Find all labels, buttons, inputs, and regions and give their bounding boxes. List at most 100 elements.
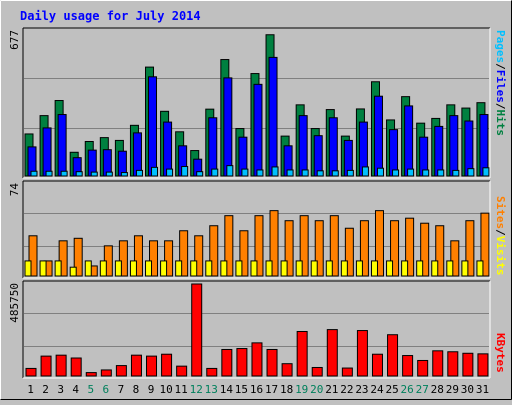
day-label: 21 bbox=[325, 383, 338, 396]
visits-bar bbox=[133, 235, 143, 277]
pages-bar bbox=[286, 169, 294, 177]
kbytes-bar bbox=[70, 357, 82, 377]
kbytes-bar bbox=[206, 367, 218, 377]
kbytes-bar bbox=[146, 355, 158, 377]
visits-bar bbox=[435, 225, 445, 277]
pages-bar bbox=[166, 168, 174, 177]
pages-bar bbox=[135, 169, 143, 177]
day-label: 2 bbox=[42, 383, 49, 396]
pages-bar bbox=[452, 169, 460, 177]
files-bar bbox=[404, 105, 414, 177]
pages-bar bbox=[271, 166, 279, 177]
sites-bar bbox=[129, 260, 137, 277]
pages-bar bbox=[392, 169, 400, 177]
sites-bar bbox=[39, 260, 47, 277]
sites-bar bbox=[145, 260, 153, 277]
day-label: 3 bbox=[57, 383, 64, 396]
day-label: 5 bbox=[87, 383, 94, 396]
pages-bar bbox=[346, 169, 354, 177]
sites-bar bbox=[476, 260, 484, 277]
kbytes-bar bbox=[432, 350, 444, 377]
kbytes-bar bbox=[311, 366, 323, 377]
visits-bar bbox=[329, 215, 339, 277]
kbytes-bar bbox=[40, 355, 52, 377]
sites-bar bbox=[310, 260, 318, 277]
kbytes-bar bbox=[176, 365, 188, 377]
visits-panel-legend-visits: Visits bbox=[494, 236, 507, 276]
kbytes-bar bbox=[447, 351, 459, 377]
day-label: 11 bbox=[175, 383, 188, 396]
files-bar bbox=[464, 120, 474, 177]
visits-bar bbox=[390, 220, 400, 277]
sites-bar bbox=[205, 260, 213, 277]
sites-bar bbox=[24, 260, 32, 277]
visits-panel-ymax-label: 74 bbox=[8, 183, 21, 197]
visits-bar bbox=[28, 235, 38, 277]
hits-panel-legend-files: Files bbox=[494, 70, 507, 103]
visits-bar bbox=[405, 217, 415, 277]
kbytes-bar bbox=[115, 365, 127, 377]
sites-bar bbox=[190, 260, 198, 277]
sites-bar bbox=[54, 260, 62, 277]
pages-bar bbox=[256, 169, 264, 177]
visits-bar bbox=[58, 240, 68, 277]
files-bar bbox=[253, 83, 263, 177]
day-label: 6 bbox=[103, 383, 110, 396]
files-bar bbox=[132, 132, 142, 177]
kbytes-bar bbox=[477, 353, 489, 377]
visits-bar bbox=[224, 215, 234, 277]
visits-bar bbox=[420, 222, 430, 277]
day-label: 29 bbox=[446, 383, 459, 396]
pages-bar bbox=[30, 170, 38, 177]
day-label: 27 bbox=[416, 383, 429, 396]
kbytes-bar bbox=[161, 353, 173, 377]
sites-bar bbox=[461, 260, 469, 277]
day-label: 15 bbox=[235, 383, 248, 396]
files-bar bbox=[42, 127, 52, 177]
sites-bar bbox=[250, 260, 258, 277]
pages-bar bbox=[60, 170, 68, 177]
pages-bar bbox=[407, 168, 415, 177]
visits-bar bbox=[465, 220, 475, 277]
sites-bar bbox=[431, 260, 439, 277]
visits-bar bbox=[239, 230, 249, 277]
pages-bar bbox=[151, 166, 159, 177]
visits-bar bbox=[299, 215, 309, 277]
day-label: 4 bbox=[72, 383, 79, 396]
day-label: 25 bbox=[385, 383, 398, 396]
sites-bar bbox=[235, 260, 243, 277]
hits-panel-legend-pages: Pages bbox=[494, 30, 507, 63]
pages-bar bbox=[181, 166, 189, 177]
hits-panel-legend-separator: / bbox=[494, 63, 507, 70]
visits-bar bbox=[118, 240, 128, 277]
visits-bar bbox=[209, 225, 219, 277]
pages-bar bbox=[90, 171, 98, 177]
visits-sites-panel: 74 Sites/Visits bbox=[8, 180, 507, 279]
visits-bar bbox=[254, 215, 264, 277]
visits-bar bbox=[450, 240, 460, 277]
sites-bar bbox=[295, 260, 303, 277]
day-label: 23 bbox=[355, 383, 368, 396]
visits-bar bbox=[314, 220, 324, 277]
pages-bar bbox=[331, 170, 339, 177]
day-label: 22 bbox=[340, 383, 353, 396]
sites-bar bbox=[114, 260, 122, 277]
visits-bar bbox=[284, 220, 294, 277]
visits-bar bbox=[344, 227, 354, 277]
files-bar bbox=[373, 95, 383, 177]
pages-bar bbox=[422, 169, 430, 177]
day-label: 10 bbox=[159, 383, 172, 396]
day-label: 24 bbox=[370, 383, 384, 396]
day-label: 20 bbox=[310, 383, 323, 396]
pages-bar bbox=[105, 171, 113, 177]
kbytes-bar bbox=[55, 354, 67, 377]
sites-bar bbox=[280, 260, 288, 277]
day-label: 12 bbox=[190, 383, 203, 396]
sites-bar bbox=[446, 260, 454, 277]
kbytes-bar bbox=[236, 348, 248, 377]
kbytes-bar bbox=[251, 342, 263, 377]
kbytes-panel: 485750 KBytes bbox=[8, 280, 507, 379]
sites-bar bbox=[160, 260, 168, 277]
hits-panel-legend-separator: / bbox=[494, 103, 507, 110]
day-label: 28 bbox=[431, 383, 444, 396]
